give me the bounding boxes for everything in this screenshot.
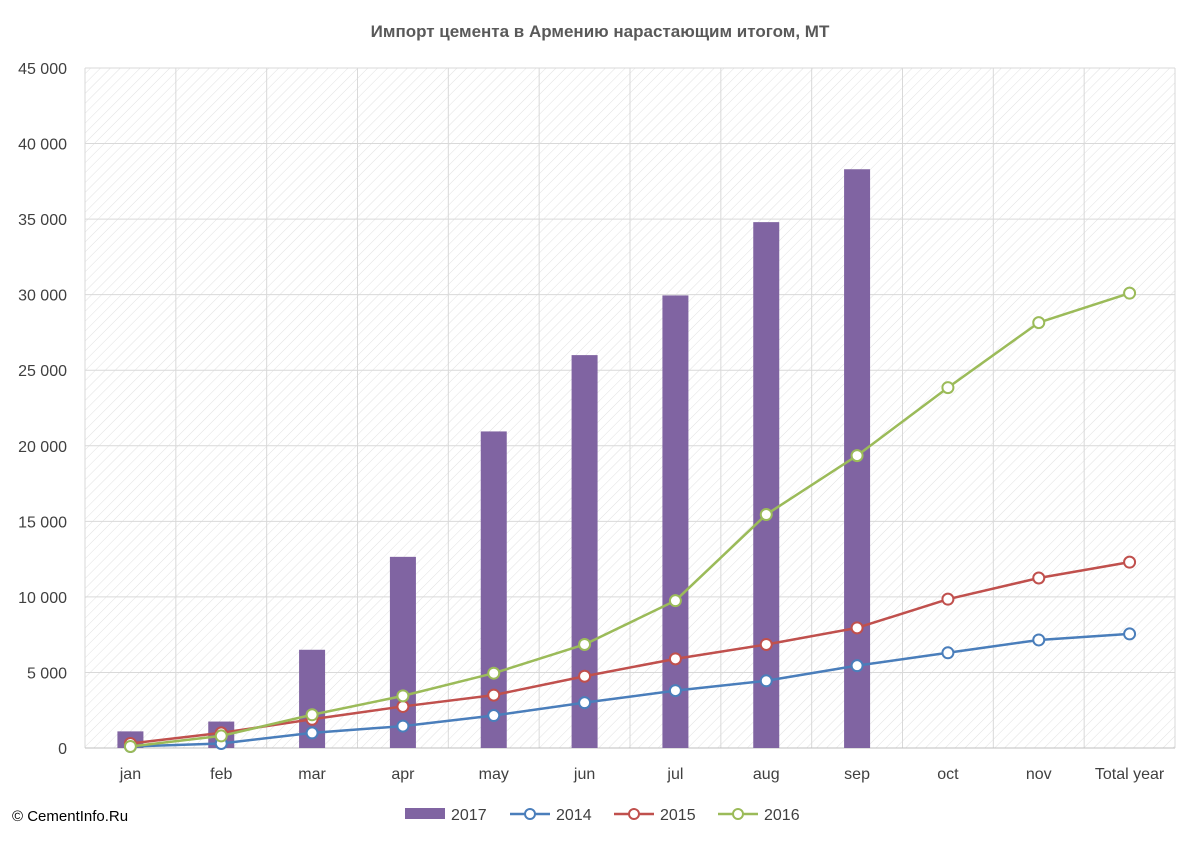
point-2014 xyxy=(578,696,592,710)
y-tick-label: 0 xyxy=(58,741,67,758)
chart-title: Импорт цемента в Армению нарастающим ито… xyxy=(371,22,830,41)
y-tick-label: 15 000 xyxy=(18,514,67,531)
line-2016 xyxy=(130,291,1130,748)
x-tick-label: jan xyxy=(119,766,141,783)
line-series xyxy=(123,286,1137,753)
point-2014 xyxy=(1032,633,1046,647)
point-2016 xyxy=(668,594,682,608)
legend: 2017 2014 2015 2016 xyxy=(405,807,800,824)
legend-marker-2014 xyxy=(524,808,536,820)
point-2014 xyxy=(759,674,773,688)
point-2015 xyxy=(759,637,773,651)
point-2016 xyxy=(123,739,137,753)
bar-2017 xyxy=(389,556,416,748)
y-tick-label: 45 000 xyxy=(18,61,67,78)
bar-2017 xyxy=(753,222,780,749)
point-2014 xyxy=(396,719,410,733)
x-tick-label: jun xyxy=(573,766,595,783)
point-2014 xyxy=(487,709,501,723)
point-2014 xyxy=(305,726,319,740)
copyright-text: © CementInfo.Ru xyxy=(12,808,128,825)
point-2015 xyxy=(396,699,410,713)
x-tick-label: sep xyxy=(844,766,870,783)
legend-label-2015: 2015 xyxy=(660,807,696,824)
bar-2017 xyxy=(571,355,598,748)
point-2015 xyxy=(578,669,592,683)
x-tick-label: jul xyxy=(666,766,683,783)
legend-label-2017: 2017 xyxy=(451,807,487,824)
point-2014 xyxy=(850,659,864,673)
legend-marker-2016 xyxy=(732,808,744,820)
legend-label-2016: 2016 xyxy=(764,807,800,824)
x-tick-label: aug xyxy=(753,766,780,783)
legend-swatch-2017 xyxy=(405,808,445,819)
x-tick-label: feb xyxy=(210,766,232,783)
y-axis-ticks: 0 5 000 10 000 15 000 20 000 25 000 30 000 35 0… xyxy=(18,61,67,758)
gridlines xyxy=(84,67,1176,749)
x-tick-label: apr xyxy=(391,766,415,783)
x-tick-label: nov xyxy=(1026,766,1052,783)
bar-2017 xyxy=(662,295,689,748)
point-2016 xyxy=(214,729,228,743)
line-2014 xyxy=(130,632,1130,748)
y-tick-label: 35 000 xyxy=(18,212,67,229)
point-2014 xyxy=(668,684,682,698)
y-tick-label: 20 000 xyxy=(18,439,67,456)
point-2016 xyxy=(941,381,955,395)
point-2015 xyxy=(941,592,955,606)
point-2016 xyxy=(305,708,319,722)
y-tick-label: 25 000 xyxy=(18,363,67,380)
x-tick-label: may xyxy=(479,766,509,783)
bar-series xyxy=(117,169,871,749)
y-tick-label: 30 000 xyxy=(18,288,67,305)
x-axis-ticks: jan feb mar apr may jun jul aug sep oct nov Total y… xyxy=(119,766,1165,783)
point-2016 xyxy=(759,508,773,522)
point-2016 xyxy=(487,666,501,680)
point-2015 xyxy=(1123,555,1137,569)
line-2015 xyxy=(130,560,1130,745)
y-tick-label: 40 000 xyxy=(18,137,67,154)
x-tick-label: mar xyxy=(298,766,326,783)
point-2015 xyxy=(487,688,501,702)
point-2014 xyxy=(1123,627,1137,641)
point-2016 xyxy=(396,689,410,703)
point-2015 xyxy=(850,621,864,635)
legend-marker-2015 xyxy=(628,808,640,820)
point-2015 xyxy=(1032,571,1046,585)
x-tick-label: oct xyxy=(937,766,959,783)
legend-label-2014: 2014 xyxy=(556,807,592,824)
point-2016 xyxy=(1123,286,1137,300)
x-tick-label: Total year xyxy=(1095,766,1165,783)
point-2016 xyxy=(1032,316,1046,330)
point-2016 xyxy=(850,449,864,463)
point-2015 xyxy=(668,652,682,666)
y-tick-label: 5 000 xyxy=(27,665,67,682)
point-2014 xyxy=(941,646,955,660)
point-2016 xyxy=(578,637,592,651)
y-tick-label: 10 000 xyxy=(18,590,67,607)
